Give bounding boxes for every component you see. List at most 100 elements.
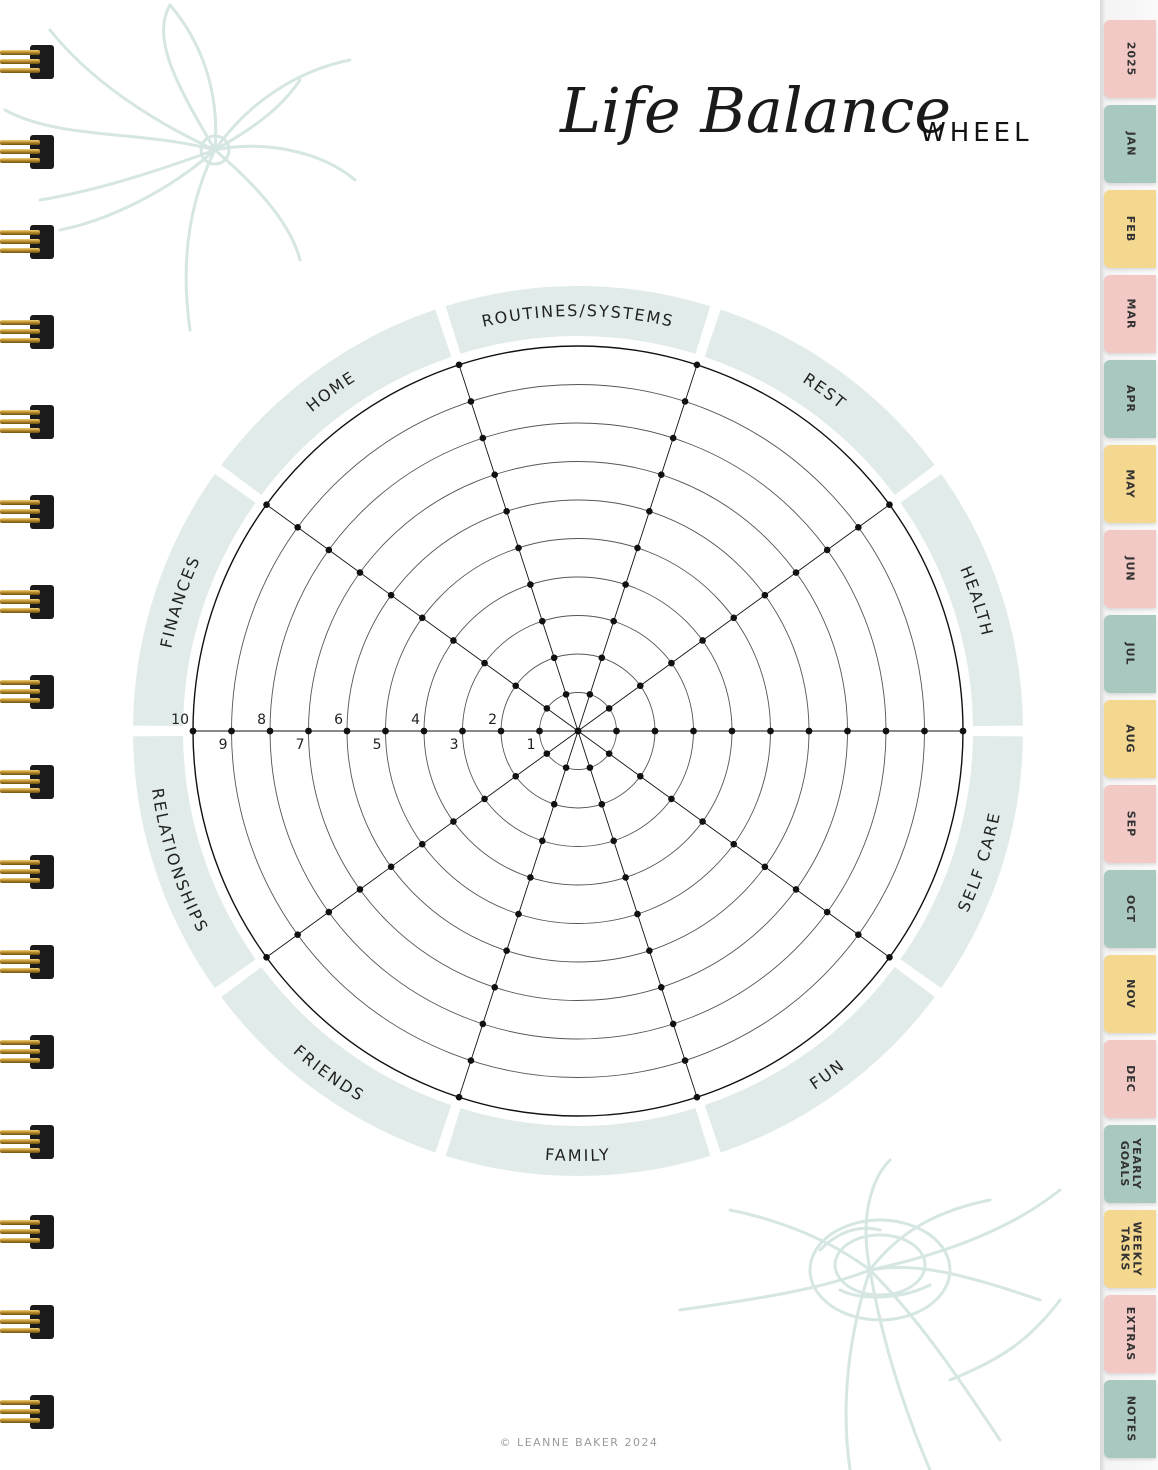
spoke-dot bbox=[491, 984, 499, 991]
scale-label-3: 3 bbox=[450, 737, 459, 753]
tab-jul[interactable]: JUL bbox=[1104, 615, 1156, 693]
spoke-dot bbox=[515, 910, 522, 918]
spiral-ring bbox=[0, 855, 54, 889]
spoke-dot bbox=[515, 544, 522, 552]
spoke-dot bbox=[693, 1093, 701, 1101]
spiral-ring bbox=[0, 45, 54, 79]
spoke-dot bbox=[325, 546, 333, 554]
tab-jun[interactable]: JUN bbox=[1104, 530, 1156, 608]
tab-label: AUG bbox=[1123, 724, 1137, 754]
spoke-dot bbox=[681, 398, 689, 405]
spoke-dot bbox=[450, 818, 457, 825]
spoke-dot bbox=[539, 617, 546, 625]
category-band bbox=[704, 309, 935, 495]
spoke-dot bbox=[693, 361, 701, 369]
tab-aug[interactable]: AUG bbox=[1104, 700, 1156, 778]
axis-dot bbox=[343, 727, 351, 735]
spoke-dot bbox=[855, 931, 862, 938]
spoke-dot bbox=[543, 750, 551, 757]
tab-extras[interactable]: EXTRAS bbox=[1104, 1295, 1156, 1373]
spoke-dot bbox=[598, 800, 606, 808]
tab-yearly-goals[interactable]: YEARLY GOALS bbox=[1104, 1125, 1156, 1203]
tab-label: YEARLY GOALS bbox=[1117, 1138, 1143, 1190]
spoke-dot bbox=[610, 837, 617, 845]
axis-dot bbox=[728, 727, 736, 735]
axis-dot bbox=[536, 727, 543, 735]
spoke-dot bbox=[325, 908, 333, 916]
spoke-dot bbox=[657, 984, 665, 991]
tab-feb[interactable]: FEB bbox=[1104, 190, 1156, 268]
spoke-dot bbox=[669, 1020, 677, 1028]
tab-label: JUL bbox=[1123, 642, 1137, 666]
spoke-dot bbox=[479, 434, 487, 442]
category-band bbox=[445, 286, 711, 354]
spoke-dot bbox=[605, 705, 613, 712]
tab-label: DEC bbox=[1124, 1065, 1137, 1093]
category-band bbox=[704, 967, 935, 1153]
spiral-ring bbox=[0, 315, 54, 349]
spiral-ring bbox=[0, 585, 54, 619]
category-band bbox=[133, 473, 256, 727]
floral-decoration bbox=[3, 3, 1062, 1470]
spoke-dot bbox=[387, 863, 395, 871]
spoke-dot bbox=[263, 953, 270, 961]
spoke-dot bbox=[823, 546, 831, 554]
spoke-dot bbox=[622, 581, 629, 588]
copyright-text: © LEANNE BAKER 2024 bbox=[499, 1436, 659, 1449]
axis-dot bbox=[613, 727, 620, 735]
category-label-family: FAMILY bbox=[545, 1144, 612, 1164]
tab-may[interactable]: MAY bbox=[1104, 445, 1156, 523]
tab-label: APR bbox=[1123, 384, 1137, 414]
spoke-dot bbox=[761, 863, 769, 871]
axis-dot bbox=[382, 727, 389, 735]
spiral-ring bbox=[0, 495, 54, 529]
scale-label-4: 4 bbox=[411, 712, 420, 728]
tab-mar[interactable]: MAR bbox=[1104, 275, 1156, 353]
tab-jan[interactable]: JAN bbox=[1104, 105, 1156, 183]
spoke-dot bbox=[450, 637, 457, 644]
spiral-ring bbox=[0, 765, 54, 799]
tab-nov[interactable]: NOV bbox=[1104, 955, 1156, 1033]
scale-label-9: 9 bbox=[219, 737, 228, 753]
spoke-dot bbox=[730, 614, 738, 622]
spoke-dot bbox=[657, 471, 665, 478]
scale-label-6: 6 bbox=[334, 712, 343, 728]
spoke-dot bbox=[886, 501, 893, 509]
spoke-dot bbox=[387, 591, 395, 599]
scale-label-1: 1 bbox=[527, 737, 536, 753]
category-band bbox=[445, 1108, 711, 1176]
spoke-dot bbox=[855, 524, 862, 531]
spiral-ring bbox=[0, 945, 54, 979]
tab-dec[interactable]: DEC bbox=[1104, 1040, 1156, 1118]
spoke-dot bbox=[481, 659, 488, 667]
spoke-dot bbox=[527, 874, 534, 881]
spoke-dot bbox=[668, 659, 675, 667]
title-bold-text: WHEEL bbox=[920, 118, 1033, 148]
spoke-dot bbox=[668, 795, 675, 803]
category-band bbox=[221, 967, 452, 1153]
spoke-dot bbox=[418, 840, 426, 848]
tab-label: NOTES bbox=[1124, 1395, 1137, 1443]
spoke-dot bbox=[550, 654, 558, 662]
spoke-dot bbox=[646, 947, 653, 954]
tab-sep[interactable]: SEP bbox=[1104, 785, 1156, 863]
spoke-dot bbox=[636, 772, 644, 780]
spoke-dot bbox=[479, 1020, 487, 1028]
tab-oct[interactable]: OCT bbox=[1104, 870, 1156, 948]
spoke-dot bbox=[467, 1057, 475, 1064]
tab-apr[interactable]: APR bbox=[1104, 360, 1156, 438]
spoke-dot bbox=[455, 1093, 463, 1101]
axis-dot bbox=[459, 727, 466, 735]
tab-2025[interactable]: 2025 bbox=[1104, 20, 1156, 98]
spiral-ring bbox=[0, 675, 54, 709]
center-dot bbox=[574, 727, 582, 735]
tab-weekly-tasks[interactable]: WEEKLY TASKS bbox=[1104, 1210, 1156, 1288]
tab-label: WEEKLY TASKS bbox=[1118, 1221, 1144, 1277]
category-band bbox=[900, 473, 1023, 727]
tab-label: OCT bbox=[1124, 895, 1137, 923]
scale-label-7: 7 bbox=[296, 737, 305, 753]
spoke-dot bbox=[512, 682, 520, 690]
spoke-dot bbox=[636, 682, 644, 690]
tab-notes[interactable]: NOTES bbox=[1104, 1380, 1156, 1458]
